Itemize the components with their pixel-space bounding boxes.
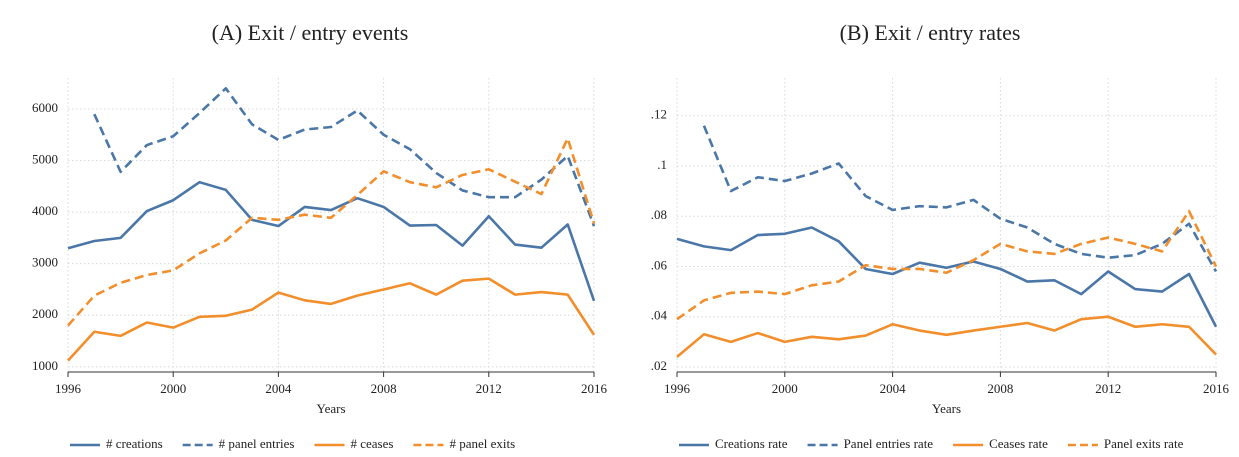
legend-label: # panel entries bbox=[219, 436, 295, 451]
y-tick-label: 3000 bbox=[32, 255, 58, 270]
y-tick-label: .06 bbox=[651, 257, 668, 272]
x-tick-label: 2012 bbox=[476, 381, 502, 396]
x-axis-label: Years bbox=[932, 401, 961, 416]
y-tick-label: .12 bbox=[651, 107, 667, 122]
y-tick-label: 2000 bbox=[32, 306, 58, 321]
x-axis-label: Years bbox=[316, 401, 345, 416]
y-tick-label: .04 bbox=[651, 308, 668, 323]
x-tick-label: 2000 bbox=[160, 381, 186, 396]
y-tick-label: .1 bbox=[657, 157, 667, 172]
y-tick-label: 6000 bbox=[32, 100, 58, 115]
x-tick-label: 2004 bbox=[265, 381, 292, 396]
x-tick-label: 2012 bbox=[1095, 381, 1121, 396]
x-tick-label: 2008 bbox=[371, 381, 397, 396]
legend-label: Ceases rate bbox=[989, 436, 1048, 451]
x-tick-label: 1996 bbox=[55, 381, 82, 396]
legend-label: # creations bbox=[106, 436, 163, 451]
x-tick-label: 2016 bbox=[581, 381, 608, 396]
chart-title: (A) Exit / entry events bbox=[212, 20, 409, 45]
line-series bbox=[702, 125, 1218, 273]
line-series bbox=[676, 226, 1218, 328]
x-tick-label: 2004 bbox=[880, 381, 907, 396]
y-tick-label: .08 bbox=[651, 207, 667, 222]
line-series bbox=[676, 315, 1217, 358]
legend-label: Panel entries rate bbox=[844, 436, 934, 451]
line-series bbox=[93, 87, 596, 227]
x-tick-label: 1996 bbox=[664, 381, 691, 396]
y-tick-label: .02 bbox=[651, 358, 667, 373]
x-tick-label: 2016 bbox=[1203, 381, 1230, 396]
legend-label: Panel exits rate bbox=[1104, 436, 1184, 451]
y-tick-label: 4000 bbox=[32, 203, 58, 218]
line-series bbox=[67, 137, 596, 327]
legend-label: # panel exits bbox=[449, 436, 515, 451]
chart-title: (B) Exit / entry rates bbox=[840, 20, 1021, 45]
x-tick-label: 2008 bbox=[987, 381, 1013, 396]
y-tick-label: 1000 bbox=[32, 358, 58, 373]
line-series bbox=[67, 277, 596, 362]
line-series bbox=[676, 209, 1218, 321]
line-series bbox=[67, 180, 596, 302]
legend-label: Creations rate bbox=[715, 436, 788, 451]
y-tick-label: 5000 bbox=[32, 152, 58, 167]
legend-label: # ceases bbox=[350, 436, 393, 451]
x-tick-label: 2000 bbox=[772, 381, 798, 396]
